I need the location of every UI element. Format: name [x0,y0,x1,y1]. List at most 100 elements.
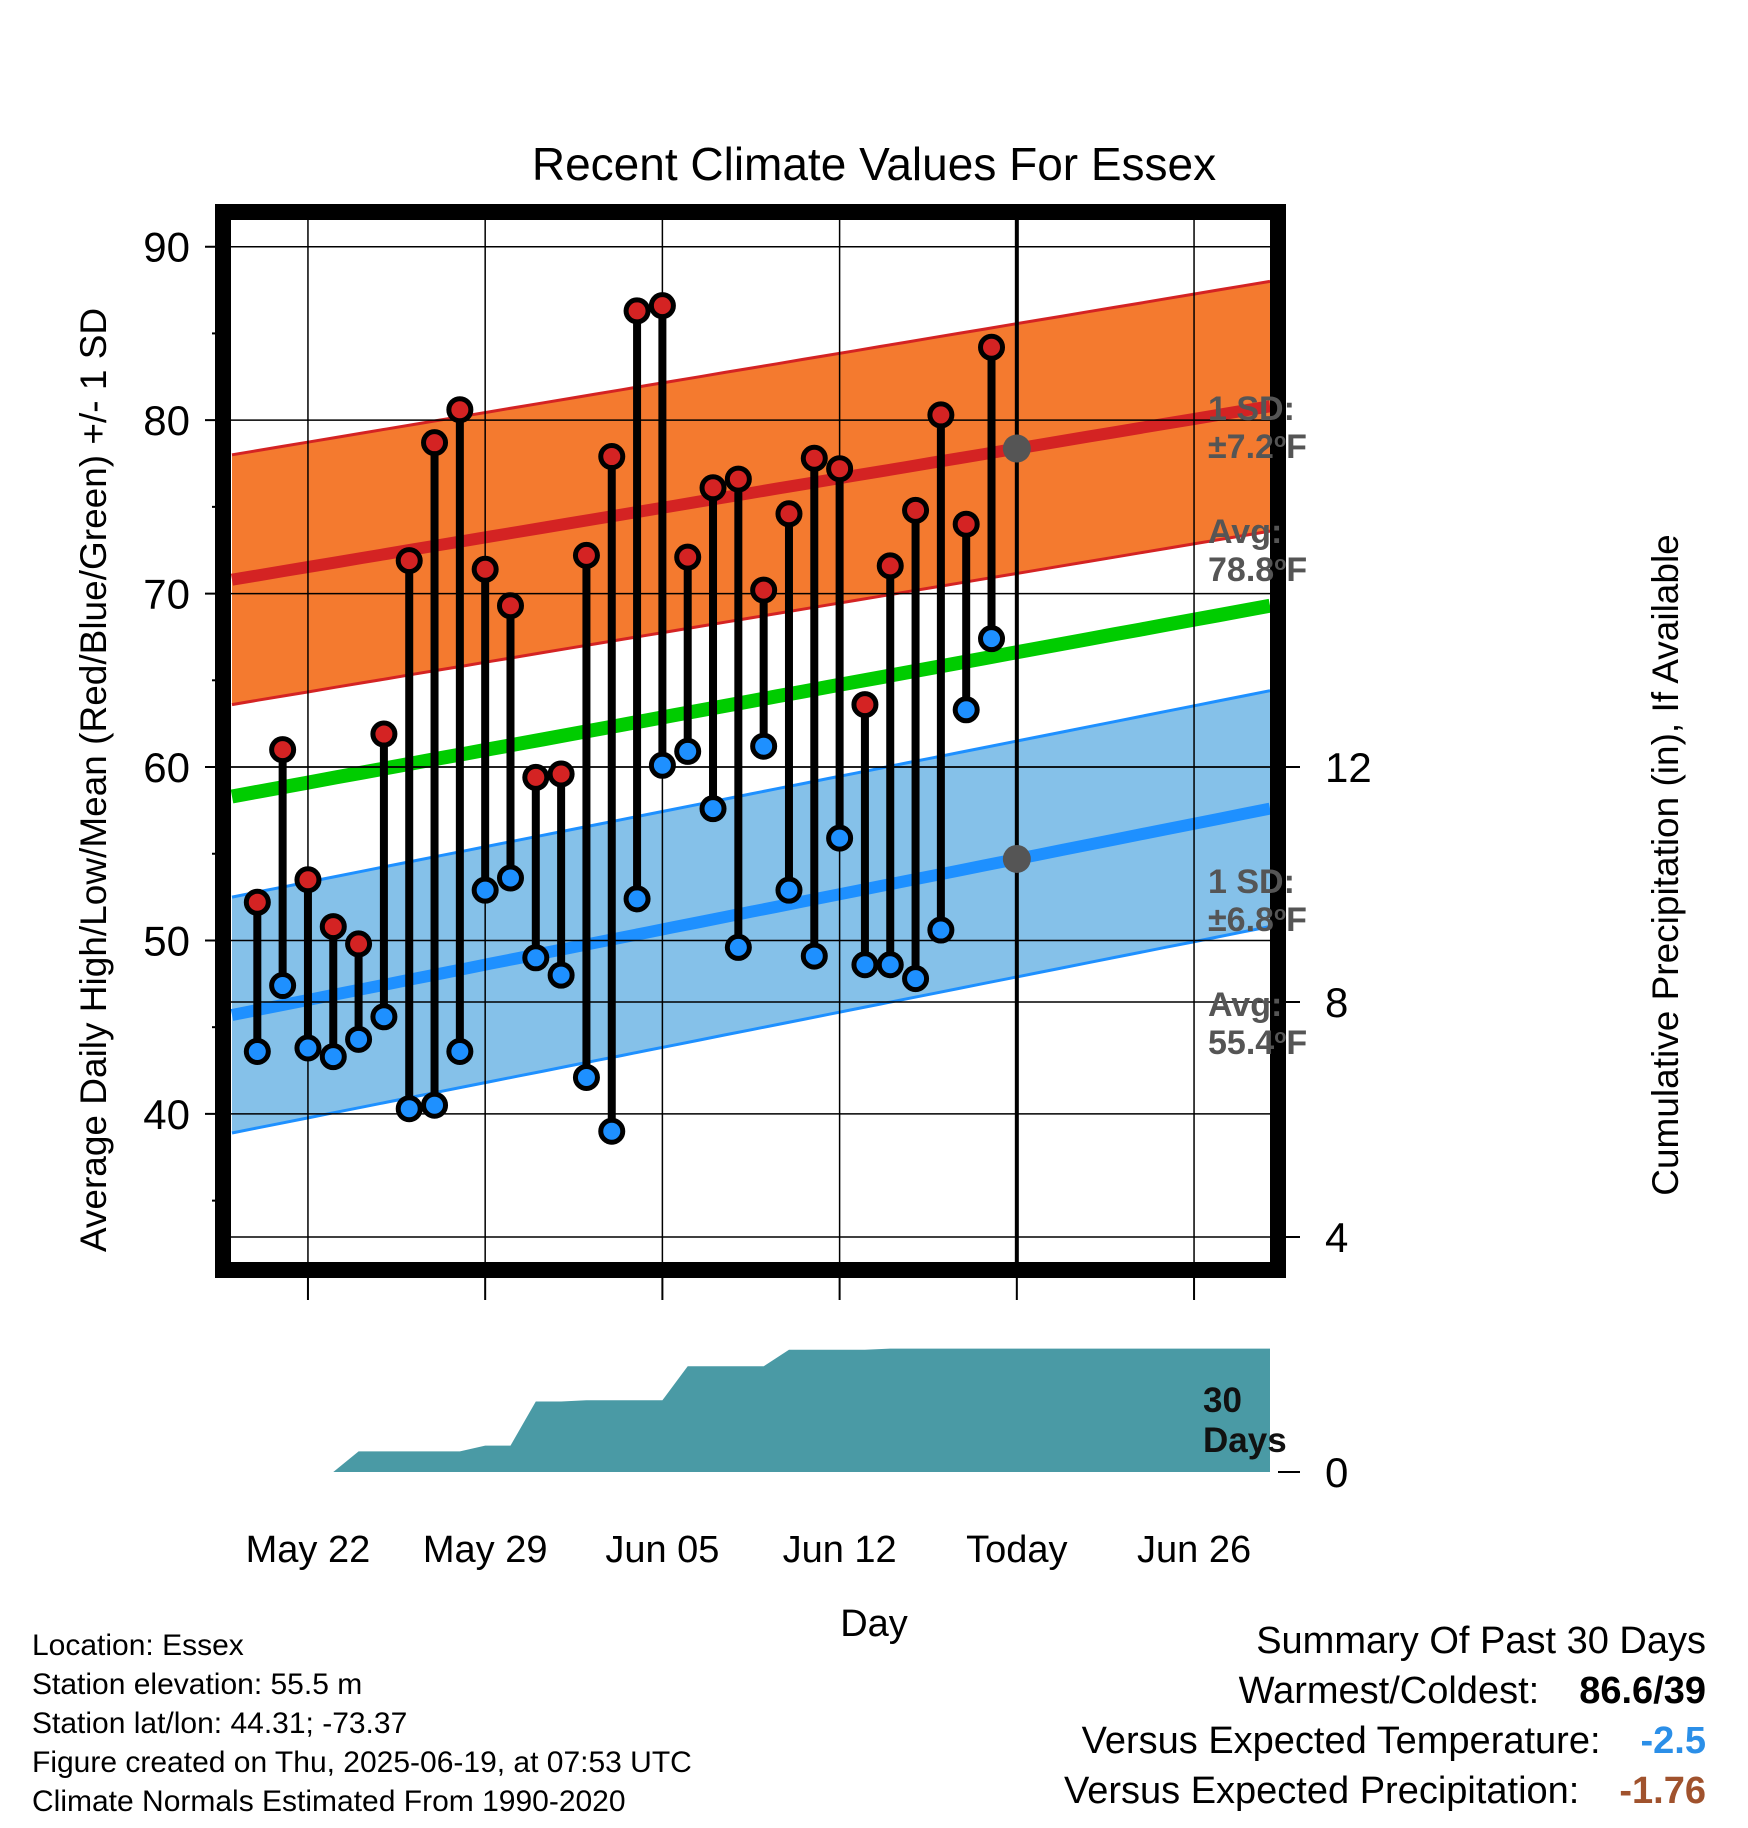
daily-high-point [370,720,398,748]
daily-low-point [471,876,499,904]
daily-low-point [902,965,930,993]
normal-low-line [230,802,1272,1021]
summary-title: Summary Of Past 30 Days [1256,1620,1706,1662]
daily-low-point [446,1037,474,1065]
daily-low-point [269,972,297,1000]
plot-frame [215,204,1286,1278]
high-sd-annotation: 1 SD: ±7.2oF [1208,390,1307,466]
vs-temp-label: Versus Expected Temperature: [1081,1720,1601,1762]
daily-high-point [800,444,828,472]
elevation-text: Station elevation: 55.5 m [32,1668,363,1701]
y-tick-label: 60 [143,744,190,791]
daily-low-point [952,696,980,724]
y-axis-label: Average Daily High/Low/Mean (Red/Blue/Gr… [73,308,114,1252]
high-avg-annotation: Avg: 78.8oF [1208,513,1307,589]
daily-low-point [319,1043,347,1071]
high-sd-band-upper-edge [231,279,1271,457]
daily-low-point [572,1063,600,1091]
location-text: Location: Essex [32,1629,244,1662]
x-tick-label: May 29 [423,1529,548,1571]
daily-high-point [648,292,676,320]
daily-low-point [496,864,524,892]
daily-low-point [674,737,702,765]
daily-low-point [421,1091,449,1119]
daily-low-point [395,1095,423,1123]
x-tick-label: Jun 12 [783,1529,897,1571]
vs-precip-value: -1.76 [1619,1770,1706,1812]
x-tick-label: Jun 05 [605,1529,719,1571]
daily-high-point [319,913,347,941]
warmest-label: Warmest/Coldest: [1238,1670,1540,1712]
daily-high-point [674,543,702,571]
daily-high-point [547,760,575,788]
station-info: Location: Essex Station elevation: 55.5 … [32,1626,692,1821]
daily-low-point [775,876,803,904]
daily-high-point [750,576,778,604]
daily-low-point [978,625,1006,653]
today-low-avg-marker [1002,844,1031,873]
y2-tick-label: 0 [1325,1449,1348,1496]
y-tick-label: 40 [143,1091,190,1138]
daily-high-point [978,333,1006,361]
daily-low-point [370,1003,398,1031]
y2-tick-label: 4 [1325,1214,1348,1261]
y-tick-label: 70 [143,571,190,618]
daily-high-point [572,541,600,569]
daily-high-point [446,396,474,424]
daily-high-point [775,500,803,528]
daily-high-point [522,763,550,791]
daily-low-point [876,951,904,979]
created-text: Figure created on Thu, 2025-06-19, at 07… [32,1746,692,1779]
today-high-avg-marker [1002,434,1031,463]
y2-axis-label: Cumulative Precipitation (in), If Availa… [1645,534,1686,1196]
daily-high-point [623,297,651,325]
daily-low-point [345,1025,373,1053]
y-tick-label: 50 [143,917,190,964]
daily-high-point [876,552,904,580]
daily-low-point [243,1037,271,1065]
daily-low-point [598,1117,626,1145]
daily-high-point [699,474,727,502]
summary-warmest-row: Warmest/Coldest: 86.6/39 [1064,1670,1706,1720]
summary-vs-precip-row: Versus Expected Precipitation: -1.76 [1064,1770,1706,1820]
low-sd-annotation: 1 SD: ±6.8oF [1208,863,1307,939]
x-tick-label: May 22 [246,1529,371,1571]
chart-title: Recent Climate Values For Essex [532,138,1216,190]
daily-low-point [699,795,727,823]
daily-low-point [294,1034,322,1062]
daily-high-point [395,547,423,575]
daily-low-point [522,944,550,972]
daily-low-point [750,732,778,760]
precip-days-label: 30 Days [1203,1381,1287,1460]
daily-high-point [724,465,752,493]
y-tick-label: 90 [143,224,190,271]
plot-area: 40 50 60 70 80 90 0 4 8 12 May 22 May 29 Jun 05 Jun 1… [143,204,1372,1571]
daily-high-point [243,888,271,916]
vs-precip-label: Versus Expected Precipitation: [1063,1770,1580,1812]
daily-high-point [851,691,879,719]
low-sd-band-upper-edge [231,689,1271,899]
daily-high-point [902,496,930,524]
latlon-text: Station lat/lon: 44.31; -73.37 [32,1707,408,1740]
normals-text: Climate Normals Estimated From 1990-2020 [32,1785,626,1818]
daily-high-point [269,736,297,764]
daily-high-point [927,401,955,429]
normal-mean-line [230,598,1272,804]
daily-low-point [800,942,828,970]
daily-low-point [547,961,575,989]
daily-low-point [724,933,752,961]
daily-high-point [952,510,980,538]
daily-low-point [648,751,676,779]
x-tick-label: Jun 26 [1137,1529,1251,1571]
vs-temp-value: -2.5 [1640,1720,1706,1762]
daily-high-point [826,455,854,483]
y-tick-label: 80 [143,397,190,444]
daily-high-point [598,443,626,471]
daily-high-point [471,555,499,583]
y2-tick-label: 12 [1325,744,1372,791]
daily-low-point [851,951,879,979]
daily-high-point [496,592,524,620]
daily-high-point [345,930,373,958]
warmest-value: 86.6/39 [1579,1670,1706,1712]
